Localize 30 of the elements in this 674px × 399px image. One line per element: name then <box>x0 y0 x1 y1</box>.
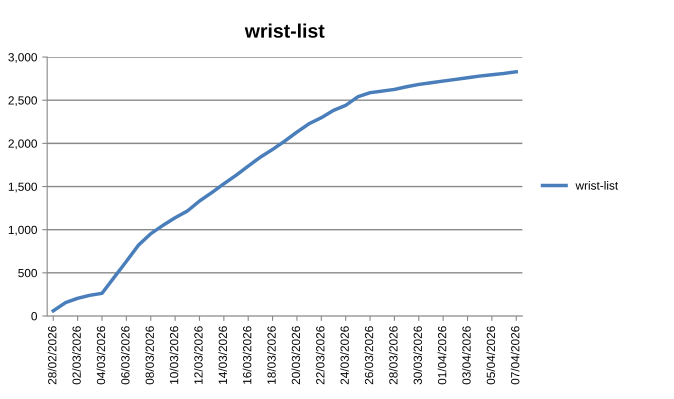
x-tick-label: 28/03/2026 <box>388 326 398 384</box>
y-tick-label: 1,500 <box>8 182 37 192</box>
x-tick-label: 12/03/2026 <box>194 326 203 384</box>
x-tick-label: 08/03/2026 <box>145 326 154 384</box>
x-tick-label: 10/03/2026 <box>170 326 178 384</box>
x-tick-label: 04/03/2026 <box>96 326 106 384</box>
x-tick-label: 05/04/2026 <box>486 326 496 384</box>
x-tick-label: 18/03/2026 <box>267 326 276 384</box>
y-tick-label: 500 <box>18 268 37 278</box>
y-tick-label: 2,500 <box>8 96 37 106</box>
x-tick-label: 06/03/2026 <box>120 326 130 384</box>
x-tick-label: 20/03/2026 <box>291 326 300 384</box>
x-tick-label: 03/04/2026 <box>462 326 471 384</box>
x-tick-label: 14/03/2026 <box>218 326 228 384</box>
x-tick-label: 22/03/2026 <box>316 326 324 384</box>
line-series <box>52 70 518 313</box>
x-tick-label: 30/03/2026 <box>413 326 422 384</box>
y-tick-label: 3,000 <box>8 53 37 63</box>
x-tick-label: 07/04/2026 <box>510 326 520 384</box>
x-tick-label: 28/02/2026 <box>48 326 56 384</box>
chart-title: wrist-list <box>244 24 325 38</box>
x-tick-label: 02/03/2026 <box>72 326 81 384</box>
y-tick-label: 1,000 <box>8 226 37 236</box>
y-tick-label: 2,000 <box>8 139 37 150</box>
x-tick-label: 01/04/2026 <box>438 326 446 384</box>
y-tick-label: 0 <box>31 312 37 320</box>
x-tick-label: 24/03/2026 <box>340 326 349 384</box>
x-tick-label: 16/03/2026 <box>242 326 252 384</box>
x-tick-label: 26/03/2026 <box>364 326 374 384</box>
legend-label: wrist-list <box>576 181 618 190</box>
